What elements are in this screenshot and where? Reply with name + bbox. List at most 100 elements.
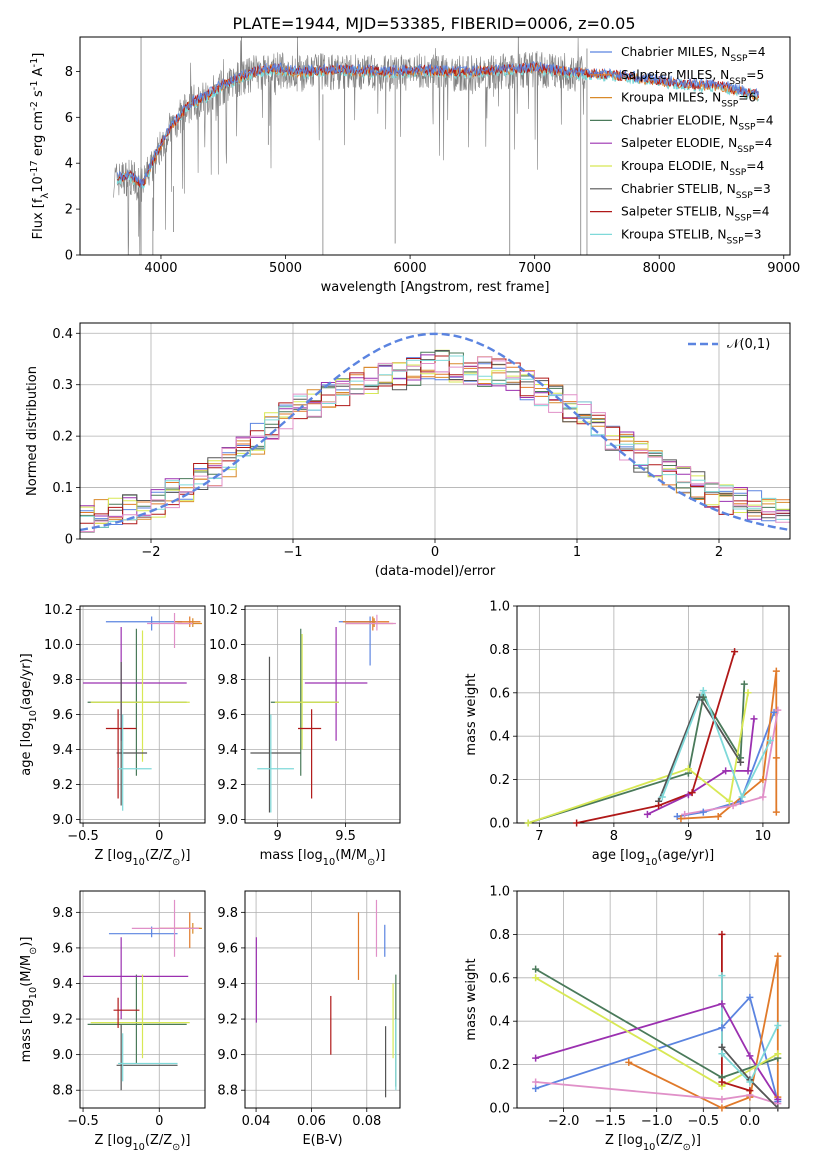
weight_vs_age-frame <box>516 605 790 824</box>
mass_vs_Z-ytick-label: 8.8 <box>52 1084 73 1099</box>
weight_vs_Z-ylabel: mass weight <box>464 958 479 1040</box>
weight-point-marker <box>718 972 726 980</box>
residual-histogram <box>80 355 790 528</box>
weight-series-line <box>677 711 775 818</box>
residual-histogram <box>80 350 790 533</box>
spectrum-xtick-label: 5000 <box>269 261 302 276</box>
residuals-xlabel: (data-model)/error <box>375 564 496 579</box>
residuals-ytick-label: 0.4 <box>52 327 73 342</box>
mass_vs_EBV-ytick-label: 9.2 <box>217 1013 238 1028</box>
weight_vs_age-xtick-label: 10 <box>755 829 772 844</box>
weight-point-marker <box>684 791 692 799</box>
weight-point-marker <box>718 930 726 938</box>
weight_vs_age-ytick-label: 0.0 <box>489 817 510 832</box>
weight-point-marker <box>677 815 685 823</box>
mass_vs_Z-frame <box>79 890 206 1109</box>
mass_vs_Z-ytick-label: 9.6 <box>52 941 73 956</box>
weight-point-marker <box>718 1095 726 1103</box>
age_vs_Z-ytick-label: 10.0 <box>44 638 73 653</box>
residuals-xtick-label: −2 <box>141 545 160 560</box>
weight-point-marker <box>750 715 758 723</box>
age_vs_Z-panel: −0.5 0 9.0 9.2 9.4 9.6 9.8 10.0 10.2 Z [log10(Z/Z… <box>19 603 206 868</box>
age_vs_Z-ylabel: age [log10(age/yr)] <box>19 653 39 776</box>
residual-histogram <box>80 356 790 532</box>
weight-point-marker <box>770 708 778 716</box>
weight-point-marker <box>744 767 752 775</box>
weight-point-marker <box>532 1054 540 1062</box>
weight-point-marker <box>744 689 752 697</box>
weight-point-marker <box>532 1078 540 1086</box>
weight_vs_age-xlabel: age [log10(age/yr)] <box>592 848 715 868</box>
weight-point-marker <box>772 754 780 762</box>
weight-point-marker <box>722 767 730 775</box>
weight_vs_Z-ytick-label: 0.4 <box>489 1015 510 1030</box>
weight-point-marker <box>532 965 540 973</box>
weight_vs_Z-ytick-label: 0.0 <box>489 1102 510 1117</box>
weight-point-marker <box>759 776 767 784</box>
mass_vs_EBV-ytick-label: 8.8 <box>217 1084 238 1099</box>
weight_vs_Z-xtick-label: −0.5 <box>688 1114 720 1129</box>
mass_vs_EBV-plot-area <box>255 899 397 1098</box>
weight-point-marker <box>655 802 663 810</box>
spectrum-xtick-label: 4000 <box>144 261 177 276</box>
weight-point-marker <box>625 1058 633 1066</box>
mass_vs_EBV-xlabel: E(B-V) <box>302 1133 342 1148</box>
mass_vs_EBV-frame <box>244 890 401 1109</box>
weight-point-marker <box>731 648 739 656</box>
weight-series-line <box>535 1081 779 1105</box>
weight-point-marker <box>746 993 754 1001</box>
weight-point-marker <box>718 1024 726 1032</box>
spectrum-xtick-label: 8000 <box>643 261 676 276</box>
weight_vs_Z-xtick-label: −1.0 <box>641 1114 673 1129</box>
age_vs_Z-ytick-label: 9.6 <box>52 708 73 723</box>
weight-point-marker <box>643 810 651 818</box>
weight_vs_Z-ytick-label: 0.6 <box>489 971 510 986</box>
weight-point-marker <box>737 797 745 805</box>
weight-series-line <box>576 651 736 823</box>
age_vs_mass-ytick-label: 9.4 <box>217 743 238 758</box>
weight_vs_Z-xlabel: Z [log10(Z/Z⊙)] <box>605 1133 701 1153</box>
residuals-xtick-label: 0 <box>431 545 439 560</box>
weight_vs_age-ytick-label: 0.8 <box>489 643 510 658</box>
residuals-ylabel: Normed distribution <box>25 366 40 496</box>
weight-point-marker <box>681 810 689 818</box>
weight-point-marker <box>729 802 737 810</box>
weight-point-marker <box>532 1084 540 1092</box>
spectrum-ytick-label: 4 <box>65 157 73 172</box>
weight-point-marker <box>766 737 774 745</box>
weight-point-marker <box>714 812 722 820</box>
age_vs_mass-ytick-label: 9.8 <box>217 673 238 688</box>
mass_vs_EBV-xtick-label: 0.08 <box>352 1114 381 1129</box>
mass_vs_EBV-panel: 0.04 0.06 0.08 8.8 9.0 9.2 9.4 9.6 9.8 E(B-V) <box>217 890 401 1148</box>
mass_vs_Z-ylabel: mass [log10(M/M⊙)] <box>19 937 39 1063</box>
weight_vs_age-xtick-label: 8 <box>610 829 618 844</box>
age_vs_mass-ytick-label: 9.6 <box>217 708 238 723</box>
age_vs_mass-plot-area <box>250 614 396 813</box>
age_vs_mass-xlabel: mass [log10(M/M⊙)] <box>260 848 386 868</box>
weight_vs_Z-frame <box>516 890 790 1109</box>
weight-point-marker <box>774 952 782 960</box>
residuals-ytick-label: 0 <box>65 533 73 548</box>
weight-point-marker <box>684 765 692 773</box>
weight-point-marker <box>746 1078 754 1086</box>
mass_vs_EBV-xtick-label: 0.06 <box>297 1114 326 1129</box>
weight-point-marker <box>532 974 540 982</box>
spectrum-legend: Chabrier MILES, NSSP=4 Salpeter MILES, NS… <box>590 45 774 246</box>
spectrum-xlabel: wavelength [Angstrom, rest frame] <box>321 280 550 295</box>
age_vs_Z-ytick-label: 9.2 <box>52 778 73 793</box>
legend-entry: Kroupa STELIB, NSSP=3 <box>621 227 762 246</box>
legend-entry: Salpeter MILES, NSSP=5 <box>621 68 764 87</box>
mass_vs_Z-plot-area <box>83 899 202 1091</box>
age_vs_mass-xtick-label: 9 <box>273 829 281 844</box>
mass_vs_EBV-ytick-label: 9.8 <box>217 906 238 921</box>
age_vs_Z-xlabel: Z [log10(Z/Z⊙)] <box>95 848 191 868</box>
legend-entry: Kroupa ELODIE, NSSP=4 <box>621 159 764 178</box>
age_vs_Z-xtick-label: −0.5 <box>67 829 99 844</box>
residuals-ytick-label: 0.3 <box>52 378 73 393</box>
spectrum-ylabel: Flux [fλ10-17 erg cm-2 s-1 A-1] <box>29 53 51 240</box>
weight-series-line <box>535 995 779 1102</box>
spectrum-plot-area <box>113 37 760 255</box>
mass_vs_Z-xtick-label: −0.5 <box>67 1114 99 1129</box>
legend-entry: Kroupa MILES, NSSP=6 <box>621 91 756 110</box>
